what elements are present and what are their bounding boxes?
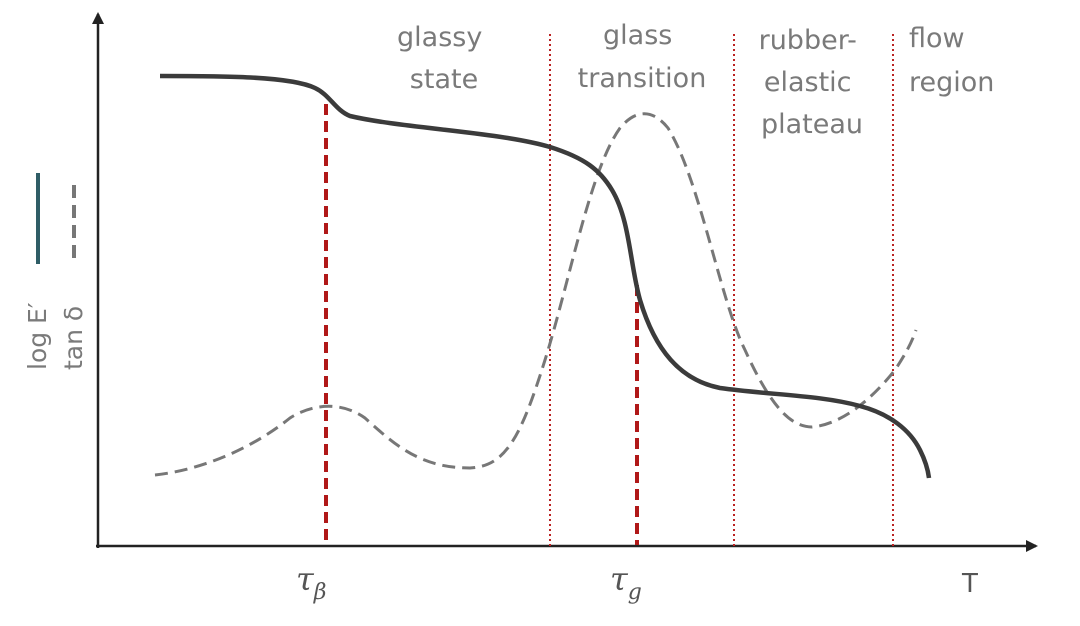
text-line: g (628, 580, 642, 605)
region-label: glassy state (397, 22, 491, 95)
x-axis-label: T (961, 569, 978, 599)
text-line: flow (909, 23, 965, 54)
beta-marker-label: τβ (296, 560, 326, 605)
text-line: glassy (397, 22, 482, 53)
region-label: flow region (909, 23, 994, 98)
text-line: τ (610, 560, 629, 598)
text-line: region (909, 67, 994, 98)
region-label: rubber- elastic plateau (759, 25, 866, 140)
legend-damping-label: tan δ (59, 306, 88, 370)
glass-marker-label: τg (610, 560, 642, 605)
text-line: rubber- (759, 25, 857, 56)
text-line: transition (578, 63, 707, 94)
text-line: state (410, 64, 478, 95)
region-label: glass transition (578, 20, 707, 94)
text-line: β (313, 580, 327, 605)
tan-delta-curve (154, 112, 918, 477)
text-line: plateau (761, 109, 863, 140)
legend-modulus-label: log E′ (23, 302, 52, 370)
text-line: glass (603, 20, 672, 51)
modulus-curve (159, 73, 932, 479)
text-line: elastic (764, 67, 852, 98)
text-line: τ (296, 560, 315, 598)
